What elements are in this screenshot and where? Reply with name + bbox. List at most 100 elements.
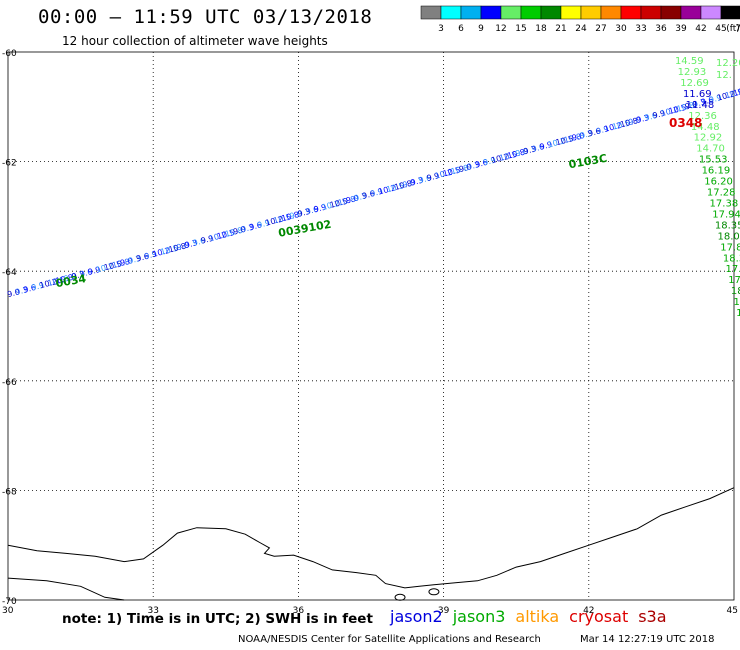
vertical-track-value: 17.38 bbox=[710, 198, 739, 209]
color-legend: 36912151821242730333639424570(ft) bbox=[420, 5, 740, 34]
track-value-mark: 10.8 bbox=[337, 194, 356, 207]
track-value-mark: 9.0 bbox=[571, 131, 586, 143]
legend-unit: (ft) bbox=[726, 24, 740, 34]
coastline bbox=[7, 577, 125, 601]
vertical-track-value: 18.35 bbox=[715, 220, 740, 231]
satellite-name-jason3: jason3 bbox=[452, 607, 506, 626]
track-value-mark: 10.8 bbox=[55, 273, 74, 286]
track-value-mark: 10.2 bbox=[208, 230, 227, 243]
track-value-mark: 10.5 bbox=[329, 197, 348, 210]
island bbox=[394, 593, 406, 601]
track-value-mark: 10.8 bbox=[394, 179, 413, 192]
track-value-mark: 9.9 bbox=[539, 140, 554, 152]
track-value-mark: 9.9 bbox=[31, 281, 46, 293]
track-value-mark: 10.2 bbox=[95, 262, 114, 275]
legend-tick-label: 36 bbox=[655, 24, 667, 34]
jason2-track: 9.09.39.69.910.210.510.89.09.39.69.910.2… bbox=[6, 85, 740, 299]
jason3-time-label: 0034 bbox=[55, 272, 88, 290]
legend-tick-label: 6 bbox=[458, 24, 464, 34]
track-value-mark: 9.6 bbox=[305, 205, 320, 217]
vertical-track-value: 16.20 bbox=[704, 177, 733, 188]
track-value-mark: 10.8 bbox=[619, 116, 638, 129]
track-value-mark: 9.9 bbox=[143, 249, 158, 261]
satellite-name-s3a: s3a bbox=[638, 607, 667, 626]
legend-tick-label: 42 bbox=[695, 24, 706, 34]
track-value-mark: 9.3 bbox=[353, 191, 368, 203]
track-value-mark: 10.5 bbox=[273, 212, 292, 225]
track-value-mark: 9.6 bbox=[418, 173, 433, 185]
coastline bbox=[7, 487, 735, 589]
track-value-mark: 10.2 bbox=[39, 277, 58, 290]
legend-tick-label: 18 bbox=[535, 24, 547, 34]
lon-tick-label: 39 bbox=[438, 606, 450, 616]
track-value-mark: 9.3 bbox=[692, 97, 707, 109]
legend-tick-label: 39 bbox=[675, 24, 687, 34]
lon-tick-label: 45 bbox=[727, 606, 738, 616]
vertical-track-value: 18.06 bbox=[718, 231, 740, 242]
vertical-track-value: 16.59 bbox=[739, 319, 740, 330]
satellite-name-cryosat: cryosat bbox=[569, 607, 629, 626]
track-value-mark: 9.9 bbox=[426, 171, 441, 183]
track-value-mark: 10.2 bbox=[434, 168, 453, 181]
credit-text: NOAA/NESDIS Center for Satellite Applica… bbox=[238, 634, 541, 645]
track-value-mark: 10.8 bbox=[168, 241, 187, 254]
legend-tick-label: 45 bbox=[715, 24, 726, 34]
lat-tick-label: -62 bbox=[2, 159, 17, 169]
legend-tick-label: 12 bbox=[495, 24, 506, 34]
legend-tick-label: 33 bbox=[635, 24, 646, 34]
track-value-mark: 9.9 bbox=[313, 202, 328, 214]
lat-tick-label: -60 bbox=[2, 49, 17, 59]
track-value-mark: 10.2 bbox=[264, 215, 283, 228]
map-title: 00:00 – 11:59 UTC 03/13/2018 bbox=[38, 6, 373, 28]
track-value-mark: 9.0 bbox=[176, 240, 191, 252]
vertical-track-value: 17.16 bbox=[726, 264, 740, 275]
track-value-mark: 9.9 bbox=[482, 156, 497, 168]
footer-note: note: 1) Time is in UTC; 2) SWH is in fe… bbox=[62, 611, 373, 627]
vertical-track-value: 11.48 bbox=[686, 100, 715, 111]
track-value-mark: 10.5 bbox=[724, 87, 740, 100]
track-value-mark: 10.2 bbox=[547, 136, 566, 149]
track-value-mark: 9.6 bbox=[644, 111, 659, 123]
track-value-mark: 10.8 bbox=[111, 257, 130, 270]
legend-tick-label: 9 bbox=[478, 24, 484, 34]
track-value-mark: 9.6 bbox=[700, 95, 715, 107]
track-value-mark: 9.0 bbox=[345, 193, 360, 205]
track-value-mark: 10.8 bbox=[281, 210, 300, 223]
track-value-mark: 9.9 bbox=[200, 234, 215, 246]
track-value-mark: 9.3 bbox=[184, 238, 199, 250]
track-value-mark: 9.6 bbox=[361, 189, 376, 201]
track-value-mark: 10.5 bbox=[103, 259, 122, 272]
vertical-track-value: 12.92 bbox=[694, 133, 723, 144]
track-value-mark: 9.6 bbox=[79, 267, 94, 279]
vertical-track-value: 16.19 bbox=[702, 166, 731, 177]
track-value-mark: 9.6 bbox=[192, 236, 207, 248]
vertical-track-value: 12.93 bbox=[678, 67, 707, 78]
vertical-track-value: 17.28 bbox=[707, 188, 736, 199]
right-edge-value: 12. bbox=[716, 70, 732, 81]
track-value-mark: 9.3 bbox=[579, 129, 594, 141]
vertical-track-value: 18.36 bbox=[723, 253, 740, 264]
track-value-mark: 10.5 bbox=[668, 103, 687, 116]
track-value-mark: 10.8 bbox=[506, 148, 525, 161]
track-value-mark: 9.0 bbox=[232, 225, 247, 237]
track-value-mark: 9.3 bbox=[297, 207, 312, 219]
vertical-track-value: 12.36 bbox=[688, 111, 717, 122]
lon-tick-label: 30 bbox=[2, 606, 14, 616]
track-value-mark: 9.9 bbox=[369, 187, 384, 199]
track-value-mark: 10.5 bbox=[216, 228, 235, 241]
track-value-mark: 9.3 bbox=[523, 144, 538, 156]
vertical-track-value: 18.56 bbox=[731, 286, 740, 297]
track-value-mark: 10.8 bbox=[224, 226, 243, 239]
vertical-track-value: 17.94 bbox=[712, 209, 740, 220]
vertical-track-value: 17.88 bbox=[720, 242, 740, 253]
track-value-mark: 10.2 bbox=[152, 246, 171, 259]
legend-tick-label: 24 bbox=[575, 24, 587, 34]
track-value-mark: 9.0 bbox=[458, 162, 473, 174]
track-value-mark: 10.5 bbox=[498, 150, 517, 163]
vertical-track-value: 11.69 bbox=[683, 89, 712, 100]
track-value-mark: 9.0 bbox=[627, 115, 642, 127]
track-value-mark: 10.2 bbox=[603, 121, 622, 134]
track-value-mark: 9.3 bbox=[127, 254, 142, 266]
legend-tick-label: 70 bbox=[735, 24, 740, 34]
